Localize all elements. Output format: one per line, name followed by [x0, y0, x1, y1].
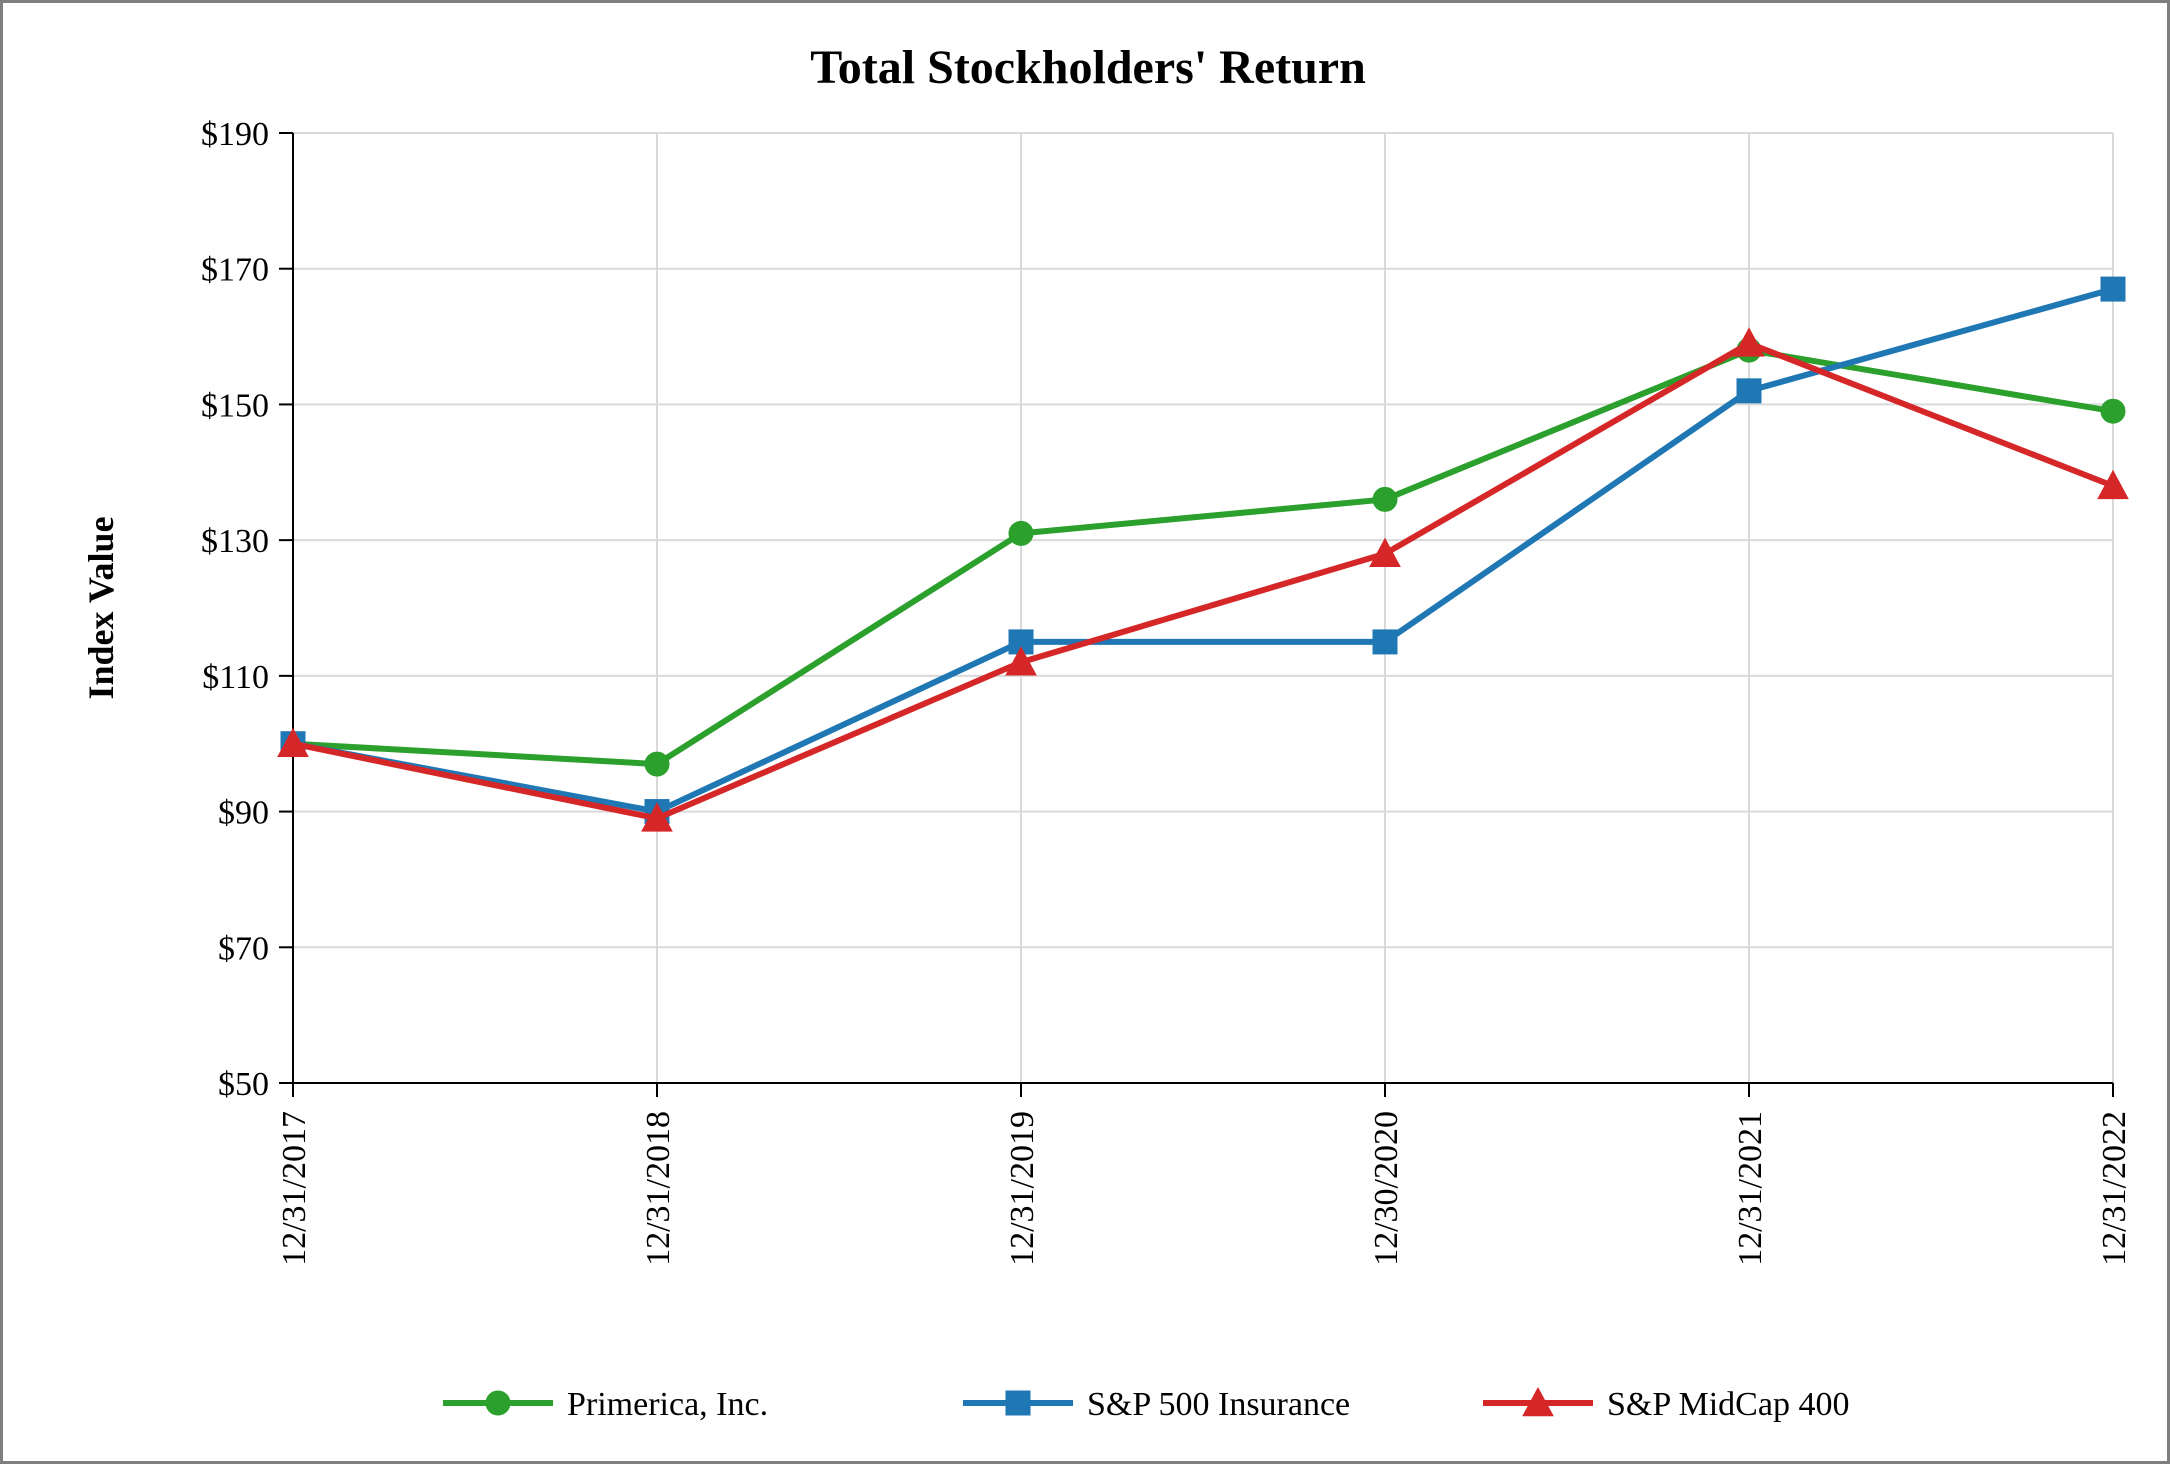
y-tick-label: $130 — [201, 523, 269, 560]
y-tick-label: $150 — [201, 387, 269, 424]
series-marker — [1009, 521, 1033, 545]
x-tick-label: 12/30/2020 — [1368, 1111, 1405, 1266]
series-marker — [2101, 399, 2125, 423]
chart-title: Total Stockholders' Return — [810, 41, 1366, 94]
series-marker — [1734, 328, 1764, 356]
y-tick-label: $110 — [202, 659, 269, 696]
series-line — [293, 343, 2113, 818]
chart-container: $50 $70 $90 $110 $130 $150 $170 $190 12/31/2017 1… — [0, 0, 2170, 1464]
series-marker — [1370, 539, 1400, 567]
y-tick-label: $70 — [218, 930, 269, 967]
series-marker — [2101, 277, 2125, 301]
y-tick-label: $90 — [218, 795, 269, 832]
legend-label: S&P MidCap 400 — [1607, 1386, 1849, 1423]
series-marker — [1737, 379, 1761, 403]
x-tick-label: 12/31/2021 — [1732, 1111, 1769, 1266]
series-marker — [1373, 630, 1397, 654]
y-axis-label: Index Value — [81, 516, 121, 699]
y-tick-label: $50 — [218, 1066, 269, 1103]
series-marker — [1373, 487, 1397, 511]
series-line — [293, 289, 2113, 812]
y-tick-label: $190 — [201, 116, 269, 153]
legend-marker — [486, 1391, 510, 1415]
stockholders-return-line-chart: $50 $70 $90 $110 $130 $150 $170 $190 12/31/2017 1… — [3, 3, 2170, 1467]
x-tick-label: 12/31/2018 — [640, 1111, 677, 1266]
x-tick-label: 12/31/2022 — [2096, 1111, 2133, 1266]
legend-marker — [1006, 1391, 1030, 1415]
series-marker — [645, 752, 669, 776]
series-line — [293, 350, 2113, 764]
y-tick-label: $170 — [201, 252, 269, 289]
x-tick-label: 12/31/2017 — [276, 1111, 313, 1266]
legend-label: Primerica, Inc. — [567, 1386, 768, 1423]
legend-label: S&P 500 Insurance — [1087, 1386, 1350, 1423]
x-tick-label: 12/31/2019 — [1004, 1111, 1041, 1266]
